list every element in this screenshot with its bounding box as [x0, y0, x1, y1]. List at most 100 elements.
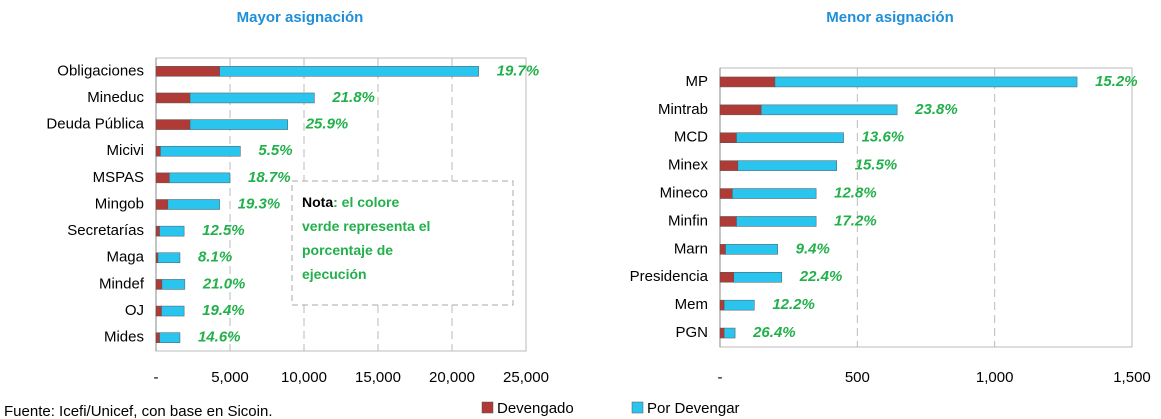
bar-segment [719, 327, 725, 339]
note-text: : el colore [333, 194, 399, 210]
y-tick-label: Marn [674, 240, 708, 257]
y-tick-label: Maga [106, 249, 144, 266]
bar-segment [189, 92, 315, 104]
x-tick-label: 15,000 [355, 369, 401, 386]
execution-label: 19.4% [202, 302, 245, 319]
bar-segment [161, 279, 186, 290]
bar-segment [155, 279, 163, 290]
y-tick-label: Deuda Pública [46, 116, 144, 133]
note: Nota: el colore verde representa el porcen… [302, 194, 430, 282]
execution-label: 18.7% [248, 169, 291, 186]
y-tick-label: PGN [675, 324, 708, 341]
bar-segment [155, 119, 191, 130]
bar-segment [155, 92, 191, 104]
chart-title: Mayor asignación [237, 9, 364, 26]
bar-segment [737, 160, 837, 171]
x-tick-label: 5,000 [211, 369, 249, 386]
bar-segment [760, 104, 898, 116]
execution-label: 22.4% [799, 268, 843, 285]
x-tick-label: 1,000 [976, 369, 1014, 386]
x-tick-label: 25,000 [503, 369, 549, 386]
execution-label: 19.3% [238, 195, 281, 212]
bar-segment [719, 272, 734, 283]
bar-segment [161, 305, 185, 317]
y-tick-label: MCD [674, 129, 708, 146]
execution-label: 12.5% [202, 222, 245, 239]
y-tick-label: Presidencia [630, 268, 709, 285]
bar-segment [155, 66, 220, 77]
execution-label: 15.2% [1095, 73, 1138, 90]
execution-label: 17.2% [834, 212, 877, 229]
execution-label: 25.9% [305, 116, 349, 133]
bar-segment [719, 104, 762, 116]
note-text-line: ejecución [302, 266, 367, 282]
y-tick-label: Mem [675, 296, 708, 313]
y-tick-label: Mineco [660, 185, 708, 202]
bar-segment [155, 252, 159, 264]
execution-label: 8.1% [198, 249, 232, 266]
bar-segment [719, 216, 737, 227]
x-tick-label: 20,000 [429, 369, 475, 386]
legend-label: Devengado [497, 400, 574, 417]
x-tick-label: - [718, 369, 723, 386]
chart: Menor asignación - 500 1,000 1,500 MP 15.2% Min… [630, 9, 1151, 386]
execution-label: 19.7% [497, 62, 540, 79]
note-bold: Nota [302, 194, 333, 210]
note-text-line: porcentaje de [302, 242, 393, 258]
bar-segment [159, 332, 181, 343]
execution-label: 23.8% [914, 101, 958, 118]
bar-segment [723, 299, 755, 311]
bar-segment [719, 188, 733, 199]
bar-segment [719, 132, 737, 143]
execution-label: 13.6% [862, 129, 905, 146]
bar-segment [155, 199, 169, 210]
y-tick-label: Minfin [668, 212, 708, 229]
legend-swatch [631, 401, 644, 414]
x-tick-label: 500 [845, 369, 870, 386]
y-tick-label: OJ [125, 302, 144, 319]
x-tick-label: 10,000 [281, 369, 327, 386]
execution-label: 21.0% [202, 275, 246, 292]
y-tick-label: Micivi [107, 142, 145, 159]
bar-segment [732, 188, 817, 199]
execution-label: 21.8% [331, 89, 375, 106]
bar-segment [719, 160, 739, 171]
execution-label: 9.4% [796, 240, 830, 257]
bar-segment [719, 299, 725, 311]
y-tick-label: Obligaciones [57, 62, 144, 79]
legend: Devengado Por Devengar [481, 400, 740, 417]
y-tick-label: MSPAS [93, 169, 144, 186]
execution-label: 12.8% [834, 185, 877, 202]
bar-segment [189, 119, 288, 130]
bar-segment [155, 305, 162, 317]
execution-label: 26.4% [752, 324, 796, 341]
bar-segment [723, 327, 736, 339]
y-tick-label: Mindef [99, 275, 145, 292]
legend-swatch [481, 401, 494, 414]
y-tick-label: Mingob [95, 195, 144, 212]
bar-segment [169, 172, 231, 184]
bar-segment [774, 76, 1078, 88]
bar-segment [155, 172, 170, 184]
note-box [291, 180, 514, 306]
y-tick-label: Mides [104, 329, 144, 346]
note-text-line: verde representa el [302, 218, 430, 234]
execution-label: 14.6% [198, 329, 241, 346]
y-tick-label: Mintrab [658, 101, 708, 118]
chart: Mayor asignación - 5,000 10,000 15,000 20,000… [46, 9, 549, 386]
legend-label: Por Devengar [647, 400, 740, 417]
bar-segment [736, 216, 817, 227]
bar-segment [719, 76, 776, 88]
x-tick-label: - [154, 369, 159, 386]
bar-segment [725, 244, 778, 255]
execution-label: 5.5% [258, 142, 292, 159]
bar-segment [155, 145, 161, 157]
bar-segment [160, 145, 241, 157]
y-tick-label: Minex [668, 157, 709, 174]
bar-segment [219, 66, 479, 77]
bar-segment [167, 199, 220, 210]
bar-segment [155, 332, 160, 343]
y-tick-label: Mineduc [87, 89, 144, 106]
bar-segment [157, 252, 181, 264]
